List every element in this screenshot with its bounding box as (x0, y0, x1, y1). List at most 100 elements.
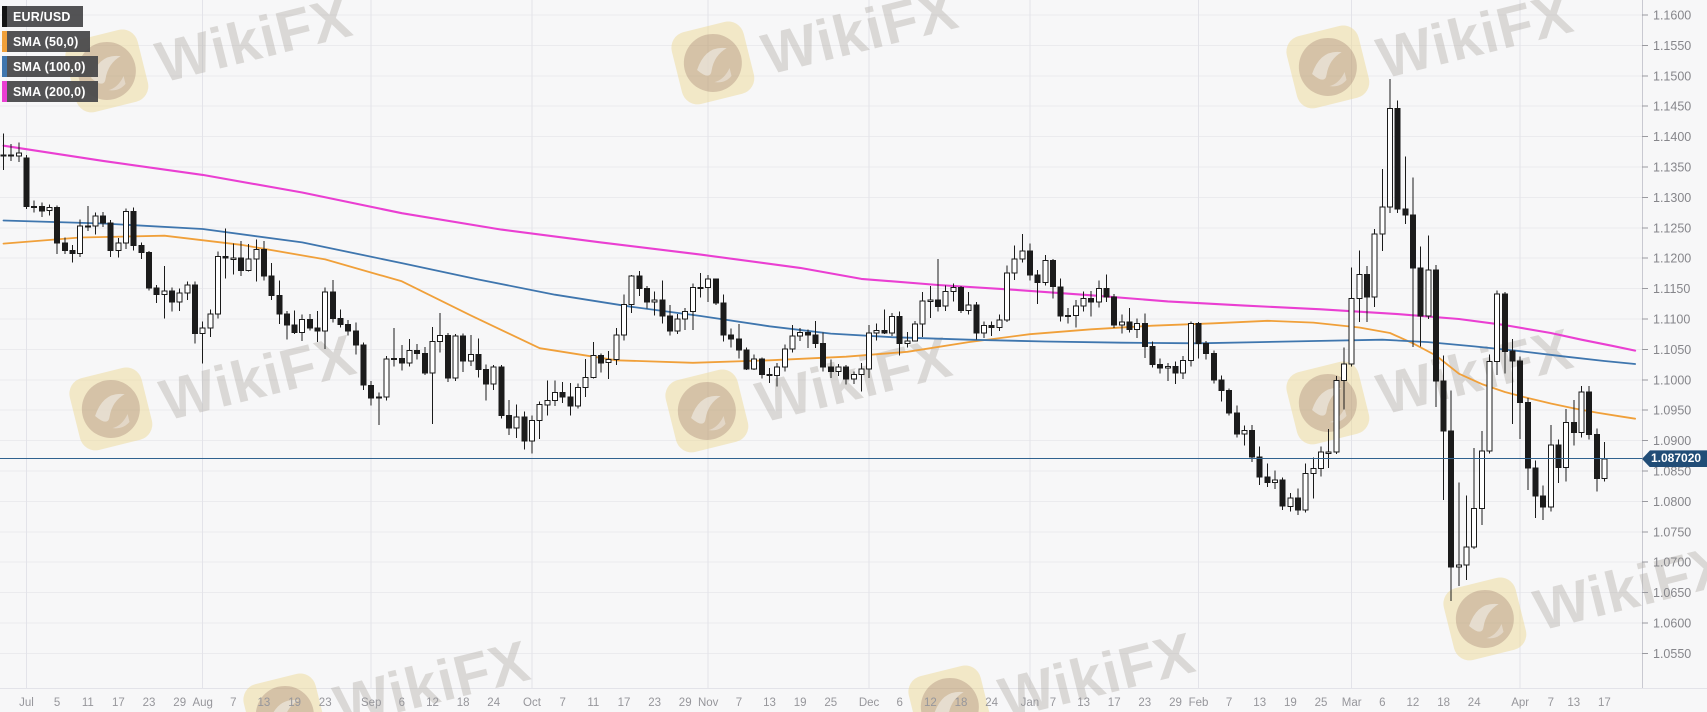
candle[interactable] (467, 334, 474, 366)
candle[interactable] (1172, 361, 1179, 385)
candle[interactable] (1402, 156, 1409, 225)
candle[interactable] (544, 380, 551, 416)
candle[interactable] (1586, 385, 1593, 440)
candle[interactable] (536, 401, 543, 439)
candle[interactable] (483, 364, 490, 401)
candle[interactable] (728, 328, 735, 348)
candle[interactable] (360, 342, 367, 391)
candle[interactable] (1034, 269, 1041, 304)
candle[interactable] (230, 243, 237, 275)
candle[interactable] (1517, 356, 1524, 439)
candle[interactable] (1111, 294, 1118, 329)
candle[interactable] (1333, 376, 1340, 454)
candle[interactable] (1249, 424, 1256, 462)
candle[interactable] (735, 323, 742, 359)
candle[interactable] (797, 328, 804, 341)
candle[interactable] (1141, 313, 1148, 358)
candle[interactable] (23, 154, 30, 209)
candle[interactable] (1233, 405, 1240, 438)
candle[interactable] (1409, 177, 1416, 347)
candle[interactable] (1241, 425, 1248, 446)
candle[interactable] (1371, 229, 1378, 307)
candle[interactable] (291, 310, 298, 335)
candle[interactable] (84, 205, 91, 231)
candle[interactable] (1601, 441, 1608, 482)
candle[interactable] (222, 228, 229, 279)
candle[interactable] (337, 309, 344, 328)
candle[interactable] (1394, 100, 1401, 214)
candle[interactable] (383, 356, 390, 401)
candle[interactable] (1532, 460, 1539, 518)
candle[interactable] (889, 312, 896, 336)
candle[interactable] (0, 133, 7, 170)
candle[interactable] (107, 219, 114, 257)
candle[interactable] (1455, 482, 1462, 586)
candle[interactable] (590, 342, 597, 379)
candle[interactable] (697, 272, 704, 298)
candle[interactable] (1379, 168, 1386, 251)
candle[interactable] (92, 212, 99, 235)
candle[interactable] (774, 362, 781, 387)
candle[interactable] (1432, 264, 1439, 408)
candle[interactable] (460, 333, 467, 372)
overlay-1000-line[interactable] (2, 219, 1636, 365)
candle[interactable] (398, 345, 405, 371)
candle[interactable] (758, 357, 765, 379)
candle[interactable] (452, 334, 459, 381)
candle[interactable] (31, 200, 38, 213)
candle[interactable] (100, 212, 107, 228)
candle[interactable] (705, 275, 712, 302)
candle[interactable] (1203, 340, 1210, 360)
candle[interactable] (873, 323, 880, 341)
candle[interactable] (276, 280, 283, 324)
candle[interactable] (682, 308, 689, 330)
candle[interactable] (720, 294, 727, 342)
candle[interactable] (1019, 233, 1026, 263)
overlay-2000-line[interactable] (2, 144, 1637, 352)
candle[interactable] (475, 338, 482, 378)
candle[interactable] (1287, 492, 1294, 512)
candle[interactable] (146, 250, 152, 291)
candle[interactable] (1126, 308, 1133, 333)
candle[interactable] (1049, 258, 1056, 299)
candle[interactable] (843, 365, 850, 385)
candle[interactable] (253, 239, 260, 282)
candle[interactable] (1593, 428, 1600, 492)
candle[interactable] (437, 312, 444, 353)
candle[interactable] (513, 404, 520, 439)
candle[interactable] (651, 291, 658, 316)
candle[interactable] (260, 241, 267, 281)
candle[interactable] (306, 314, 313, 331)
candle[interactable] (904, 331, 911, 348)
candle[interactable] (1118, 314, 1125, 334)
candle[interactable] (1065, 308, 1072, 324)
candle[interactable] (506, 399, 513, 436)
candle[interactable] (1417, 246, 1424, 347)
legend-item-sma100[interactable]: SMA (100,0) (2, 56, 98, 77)
candle[interactable] (981, 321, 987, 338)
candle[interactable] (391, 328, 398, 367)
candle[interactable] (996, 314, 1003, 332)
candle[interactable] (1057, 278, 1064, 322)
candle[interactable] (115, 238, 122, 258)
candle[interactable] (804, 329, 811, 349)
candle[interactable] (1218, 375, 1225, 402)
candle[interactable] (1187, 321, 1194, 367)
candle[interactable] (1134, 318, 1141, 338)
candle[interactable] (789, 325, 796, 353)
candle[interactable] (1547, 424, 1554, 512)
candle[interactable] (1570, 399, 1577, 446)
candle[interactable] (1440, 355, 1447, 501)
candle[interactable] (207, 309, 214, 338)
candle[interactable] (314, 311, 321, 343)
candle[interactable] (927, 286, 934, 318)
candle[interactable] (421, 347, 428, 375)
candle[interactable] (919, 292, 926, 338)
candle[interactable] (444, 333, 451, 383)
candle[interactable] (1494, 290, 1501, 375)
candle[interactable] (567, 382, 574, 416)
candle[interactable] (781, 344, 788, 372)
candle[interactable] (1279, 477, 1286, 510)
candle[interactable] (666, 305, 673, 336)
candle[interactable] (368, 381, 375, 406)
